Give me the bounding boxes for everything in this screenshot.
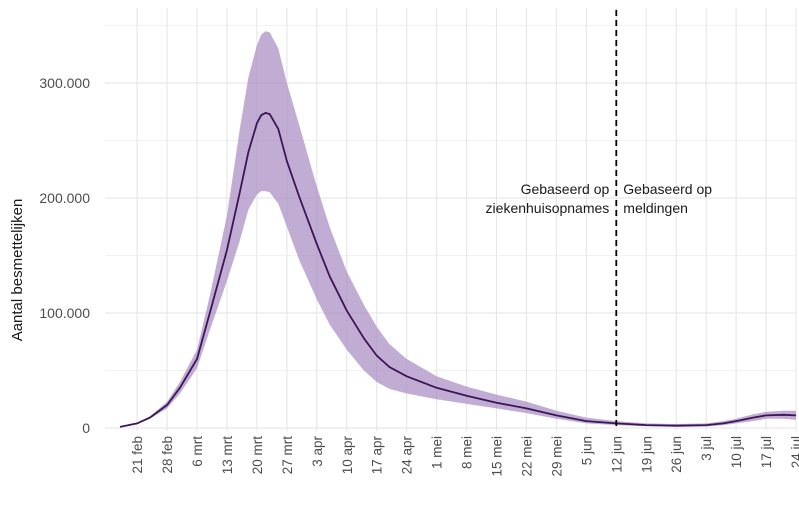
x-tick-label: 17 apr: [370, 435, 385, 474]
x-tick-label: 24 apr: [400, 435, 415, 474]
x-tick-label: 27 mrt: [280, 436, 295, 475]
x-tick-label: 3 jul: [699, 436, 714, 461]
x-tick-label: 20 mrt: [250, 436, 265, 475]
annotation-text: Gebaseerd op: [623, 181, 712, 197]
x-tick-label: 15 mei: [490, 436, 505, 477]
x-tick-label: 5 jun: [579, 436, 594, 465]
x-tick-label: 12 jun: [609, 436, 624, 473]
x-tick-label: 22 mei: [520, 436, 535, 477]
annotation-text: Gebaseerd op: [521, 181, 610, 197]
y-tick-label: 200.000: [39, 190, 90, 206]
x-tick-label: 10 apr: [340, 435, 355, 474]
x-tick-label: 19 jun: [639, 436, 654, 473]
x-tick-label: 24 jul: [789, 436, 799, 468]
y-axis: 0 100.000 200.000 300.000: [39, 75, 90, 436]
x-tick-label: 21 feb: [130, 436, 145, 474]
x-tick-label: 26 jun: [669, 436, 684, 473]
series-line-layer: [119, 112, 797, 428]
y-tick-label: 0: [82, 420, 90, 436]
confidence-band-layer: [120, 31, 796, 428]
y-tick-label: 100.000: [39, 305, 90, 321]
series-line: [119, 112, 797, 428]
x-tick-label: 6 mrt: [190, 436, 205, 467]
x-tick-label: 17 jul: [759, 436, 774, 468]
x-tick-label: 1 mei: [430, 436, 445, 469]
x-tick-label: 8 mei: [460, 436, 475, 469]
confidence-band: [120, 31, 796, 428]
annotation-layer: Gebaseerd op ziekenhuisopnames Gebaseerd o…: [486, 181, 713, 216]
annotation-text: meldingen: [623, 200, 688, 216]
x-tick-label: 29 mei: [549, 436, 564, 477]
grid: [105, 8, 797, 431]
x-tick-label: 28 feb: [160, 436, 175, 474]
x-tick-label: 3 apr: [310, 436, 325, 467]
y-axis-label: Aantal besmettelijken: [9, 199, 26, 342]
x-tick-label: 13 mrt: [220, 436, 235, 475]
x-tick-label: 10 jul: [729, 436, 744, 468]
y-tick-label: 300.000: [39, 75, 90, 91]
x-axis: 21 feb 28 feb 6 mrt 13 mrt 20 mrt 27 mrt 3 apr…: [130, 435, 799, 476]
annotation-text: ziekenhuisopnames: [486, 200, 610, 216]
